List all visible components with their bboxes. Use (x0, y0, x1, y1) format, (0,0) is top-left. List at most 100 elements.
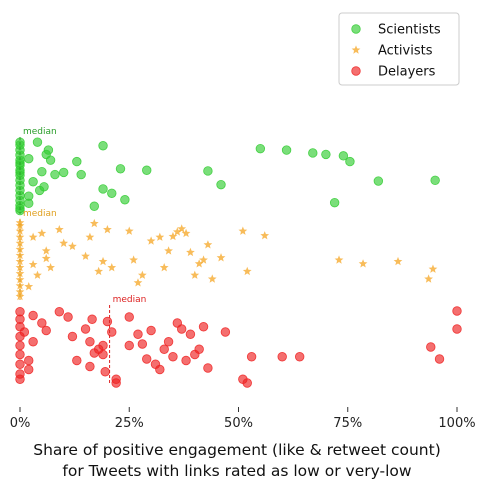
point-scientists-30 (72, 156, 82, 167)
point-delayers-42 (163, 337, 174, 347)
x-axis-label-line-2: for Tweets with links rated as low or ve… (62, 462, 411, 480)
legend-label-scientists: Scientists (378, 23, 441, 38)
point-delayers-26 (98, 349, 108, 360)
point-scientists-37 (89, 201, 99, 211)
point-delayers-17 (63, 312, 73, 322)
point-delayers-20 (80, 324, 91, 334)
x-tick-label-0: 0% (10, 416, 31, 431)
point-activists-3 (15, 238, 25, 247)
point-activists-16 (41, 246, 51, 255)
legend-marker-scientists (351, 24, 361, 34)
point-delayers-60 (452, 306, 462, 316)
point-activists-19 (24, 282, 34, 291)
point-activists-14 (28, 232, 38, 241)
point-delayers-55 (242, 378, 252, 388)
point-delayers-52 (220, 327, 231, 337)
point-activists-7 (15, 263, 25, 272)
point-activists-8 (15, 269, 25, 278)
x-tick-label-1: 25% (115, 416, 144, 431)
point-activists-39 (164, 246, 173, 255)
point-delayers-21 (85, 337, 95, 347)
point-delayers-51 (203, 363, 213, 373)
point-activists-40 (168, 231, 178, 241)
point-scientists-46 (338, 151, 349, 161)
point-delayers-25 (87, 314, 97, 324)
point-activists-55 (358, 259, 368, 268)
legend-marker-delayers (351, 66, 361, 76)
point-activists-36 (146, 236, 156, 245)
point-scientists-20 (28, 177, 38, 187)
legend-label-activists: Activists (378, 44, 433, 59)
point-scientists-44 (321, 149, 331, 160)
point-scientists-42 (281, 145, 292, 155)
point-activists-46 (194, 259, 204, 268)
point-delayers-11 (24, 355, 34, 366)
point-activists-35 (137, 270, 147, 279)
point-delayers-36 (137, 339, 148, 349)
point-delayers-49 (194, 344, 204, 354)
point-activists-15 (37, 228, 47, 238)
point-activists-45 (190, 270, 200, 279)
point-delayers-46 (181, 355, 191, 366)
point-delayers-8 (15, 374, 25, 384)
point-delayers-30 (98, 340, 108, 351)
point-scientists-43 (308, 148, 318, 158)
point-activists-23 (68, 241, 77, 251)
point-activists-58 (428, 264, 438, 273)
point-activists-48 (203, 240, 213, 249)
series-bands: median median median (15, 127, 462, 388)
point-delayers-10 (28, 337, 38, 347)
point-delayers-14 (37, 318, 47, 328)
point-scientists-40 (216, 179, 226, 190)
point-delayers-43 (168, 352, 178, 362)
legend-marker-activists (351, 45, 361, 54)
point-activists-22 (59, 238, 69, 247)
legend-label-delayers: Delayers (378, 65, 436, 80)
point-delayers-6 (15, 359, 25, 369)
point-activists-53 (260, 231, 270, 240)
point-activists-13 (15, 218, 25, 227)
point-scientists-18 (24, 154, 34, 164)
series-scientists: median (15, 127, 440, 216)
point-scientists-41 (255, 143, 266, 154)
series-activists: median (15, 209, 438, 301)
point-activists-29 (98, 256, 108, 266)
point-delayers-34 (124, 340, 134, 351)
point-activists-21 (54, 225, 64, 234)
point-delayers-27 (100, 367, 110, 377)
point-activists-52 (242, 266, 252, 276)
point-scientists-50 (24, 198, 34, 209)
point-activists-4 (15, 244, 25, 254)
point-activists-34 (133, 278, 143, 287)
median-label-activists: median (23, 209, 57, 219)
point-activists-44 (186, 247, 195, 257)
point-delayers-56 (277, 352, 287, 362)
point-delayers-50 (198, 322, 209, 332)
point-activists-57 (424, 274, 433, 283)
point-activists-50 (216, 253, 226, 262)
point-activists-41 (172, 227, 182, 236)
point-delayers-32 (111, 378, 121, 388)
point-activists-24 (46, 263, 55, 272)
point-delayers-41 (159, 344, 169, 354)
point-activists-43 (181, 228, 191, 238)
point-scientists-25 (43, 145, 54, 155)
point-delayers-16 (54, 307, 65, 317)
point-scientists-47 (345, 156, 355, 167)
point-scientists-38 (142, 165, 152, 175)
x-tick-label-2: 50% (224, 416, 253, 431)
point-delayers-61 (452, 324, 462, 334)
point-delayers-13 (28, 310, 38, 321)
point-activists-56 (393, 256, 403, 266)
median-label-delayers: median (113, 295, 147, 305)
point-scientists-36 (120, 195, 130, 205)
point-activists-54 (334, 255, 344, 264)
point-delayers-33 (124, 312, 134, 322)
point-scientists-49 (430, 175, 440, 186)
point-activists-42 (177, 224, 187, 233)
point-scientists-34 (107, 188, 117, 198)
point-activists-47 (199, 255, 208, 264)
point-scientists-24 (50, 169, 60, 180)
legend-frame (338, 12, 460, 86)
